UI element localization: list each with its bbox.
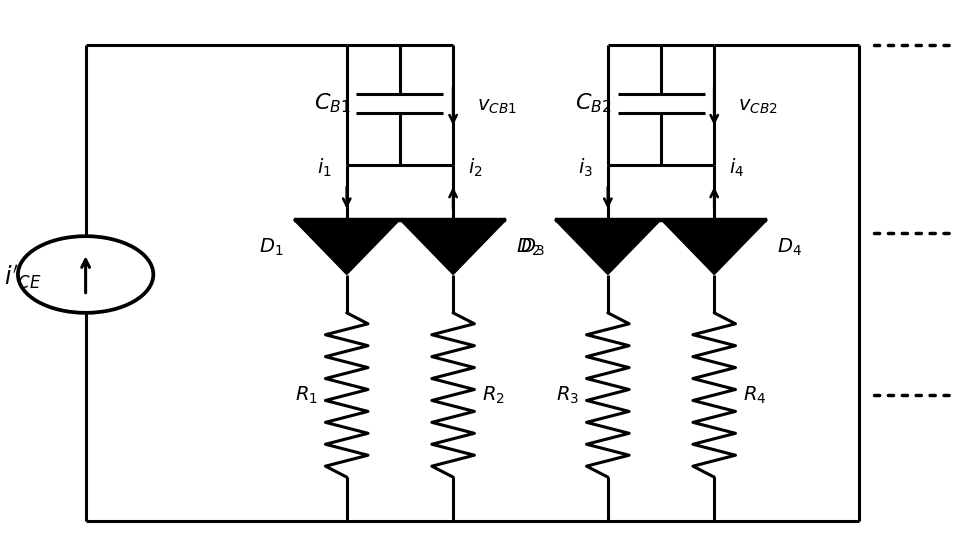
Polygon shape (294, 220, 400, 274)
Text: $v_{CB2}$: $v_{CB2}$ (739, 97, 778, 116)
Polygon shape (554, 220, 661, 274)
Text: $i'_{CE}$: $i'_{CE}$ (4, 264, 42, 291)
Text: $i_2$: $i_2$ (468, 156, 482, 178)
Text: $D_4$: $D_4$ (777, 237, 802, 258)
Text: $C_{B1}$: $C_{B1}$ (314, 92, 350, 115)
Text: $D_1$: $D_1$ (260, 237, 284, 258)
Text: $D_2$: $D_2$ (516, 237, 541, 258)
Text: $i_3$: $i_3$ (579, 156, 593, 178)
Polygon shape (661, 220, 767, 274)
Text: $R_3$: $R_3$ (555, 384, 579, 406)
Text: $i_4$: $i_4$ (729, 156, 744, 178)
Text: $D_3$: $D_3$ (520, 237, 545, 258)
Text: $v_{CB1}$: $v_{CB1}$ (477, 97, 517, 116)
Text: $R_4$: $R_4$ (743, 384, 766, 406)
Text: $R_2$: $R_2$ (482, 384, 505, 406)
Text: $C_{B2}$: $C_{B2}$ (575, 92, 612, 115)
Text: $R_1$: $R_1$ (295, 384, 318, 406)
Polygon shape (400, 220, 507, 274)
Text: $i_1$: $i_1$ (317, 156, 332, 178)
